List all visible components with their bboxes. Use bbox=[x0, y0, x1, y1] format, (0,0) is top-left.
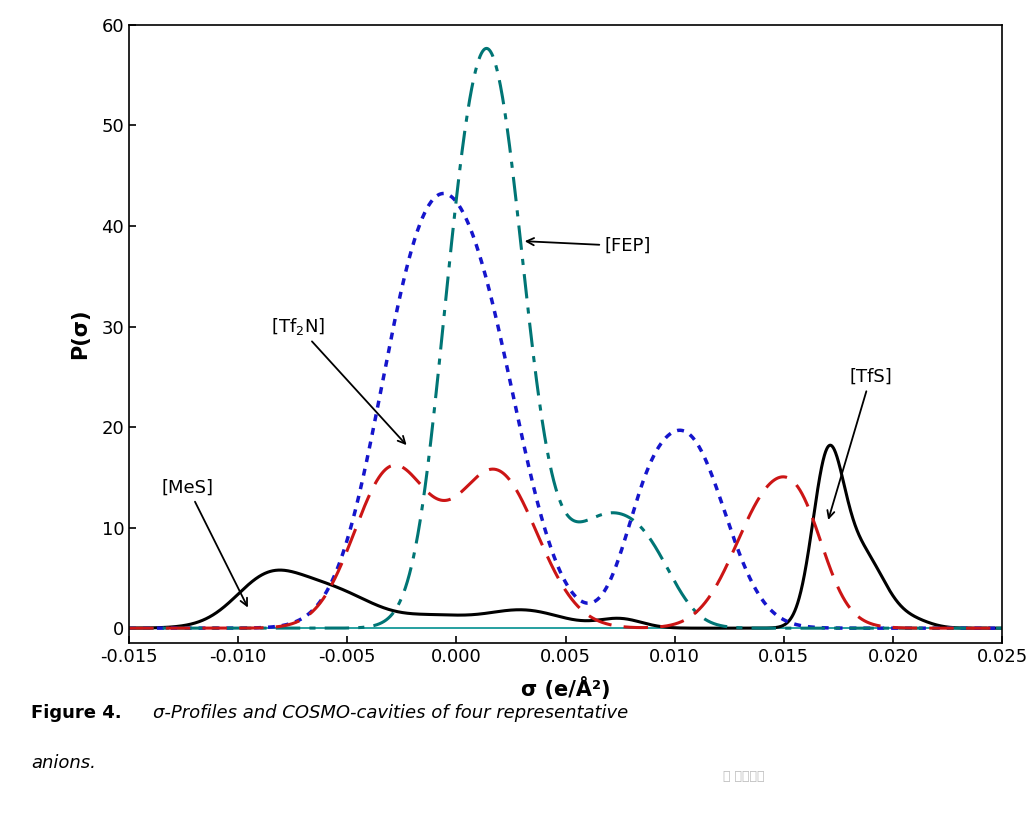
Text: Figure 4.: Figure 4. bbox=[31, 704, 122, 722]
X-axis label: σ (e/Å²): σ (e/Å²) bbox=[521, 677, 611, 701]
Text: [FEP]: [FEP] bbox=[527, 237, 651, 255]
Text: 📰 泰科科技: 📰 泰科科技 bbox=[723, 770, 764, 784]
Text: [MeS]: [MeS] bbox=[162, 478, 247, 606]
Text: σ-Profiles and COSMO-cavities of four representative: σ-Profiles and COSMO-cavities of four re… bbox=[153, 704, 628, 722]
Text: [TfS]: [TfS] bbox=[827, 368, 893, 518]
Text: anions.: anions. bbox=[31, 754, 96, 772]
Text: [Tf$_2$N]: [Tf$_2$N] bbox=[271, 315, 405, 444]
Y-axis label: P(σ): P(σ) bbox=[70, 309, 91, 359]
